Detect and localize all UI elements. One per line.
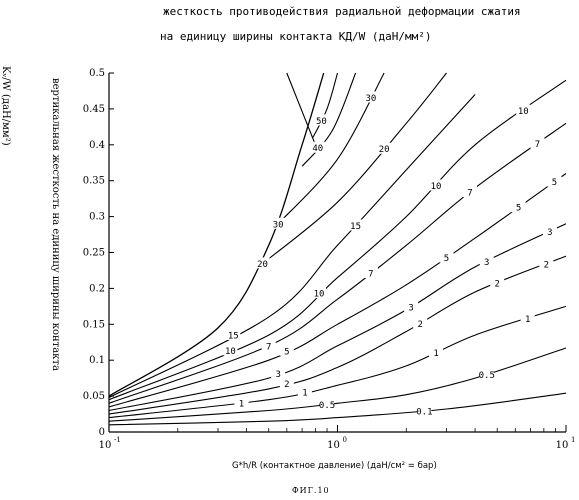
figure-label: ФИГ.10: [292, 486, 330, 495]
series-label-0-1: 0.1: [416, 407, 432, 417]
x-tick-label: 10: [556, 440, 569, 451]
series-label-7: 7: [368, 270, 373, 280]
series-label-3: 3: [547, 228, 552, 238]
y-tick-label: 0.2: [89, 283, 105, 294]
series-line-20: [258, 73, 446, 267]
y-tick-label: 0: [99, 427, 105, 438]
series-label-15: 15: [350, 222, 361, 232]
series-label-40: 40: [312, 144, 323, 154]
series-label-30: 30: [273, 220, 284, 230]
y-tick-label: 0.3: [89, 212, 105, 223]
series-label-3: 3: [408, 303, 413, 313]
series-line-10: [109, 80, 566, 400]
series-label-10: 10: [431, 182, 442, 192]
y-tick-label: 0.25: [83, 248, 105, 259]
y-tick-label: 0.4: [89, 140, 105, 151]
series-label-2: 2: [495, 280, 500, 290]
series-label-30: 30: [365, 94, 376, 104]
upper-boundary-curve: [287, 73, 316, 145]
series-label-5: 5: [516, 204, 521, 214]
series-label-2: 2: [417, 320, 422, 330]
series-label-10: 10: [518, 107, 529, 117]
series-label-1: 1: [525, 315, 530, 325]
series-label-1: 1: [239, 399, 244, 409]
y-tick-label: 0.05: [83, 391, 105, 402]
series-label-5: 5: [284, 347, 289, 357]
series-label-0-5: 0.5: [319, 401, 335, 411]
series-label-5: 5: [552, 178, 557, 188]
series-line-7: [109, 123, 566, 403]
series-label-20: 20: [257, 260, 268, 270]
x-tick-exponent: -1: [114, 436, 121, 444]
x-tick-exponent: 1: [571, 436, 575, 444]
y-tick-label: 0.45: [83, 104, 105, 115]
series-label-7: 7: [266, 342, 271, 352]
series-label-2: 2: [544, 260, 549, 270]
x-axis-label: G*h/R (контактное давление) (даН/см² = б…: [232, 461, 437, 471]
series-label-2: 2: [284, 380, 289, 390]
x-tick-exponent: 0: [343, 436, 347, 444]
series-label-0-5: 0.5: [479, 371, 495, 381]
x-tick-label: 10: [327, 440, 340, 451]
y-tick-label: 0.15: [83, 319, 105, 330]
series-label-3: 3: [275, 370, 280, 380]
series-label-10: 10: [314, 290, 325, 300]
series-line-3: [109, 224, 566, 411]
y-tick-label: 0.5: [89, 68, 105, 79]
series-line-5: [109, 174, 566, 407]
series-label-1: 1: [433, 349, 438, 359]
series-label-7: 7: [467, 189, 472, 199]
y-tick-label: 0.1: [89, 355, 105, 366]
series-label-50: 50: [316, 117, 327, 127]
series-label-20: 20: [379, 145, 390, 155]
series-label-5: 5: [444, 254, 449, 264]
y-tick-label: 0.35: [83, 176, 105, 187]
series-label-7: 7: [535, 140, 540, 150]
series-line-1: [109, 306, 566, 417]
series-label-3: 3: [484, 258, 489, 268]
series-label-15: 15: [228, 331, 239, 341]
x-tick-label: 10: [99, 440, 112, 451]
series-label-10: 10: [225, 347, 236, 357]
series-label-1: 1: [302, 389, 307, 399]
